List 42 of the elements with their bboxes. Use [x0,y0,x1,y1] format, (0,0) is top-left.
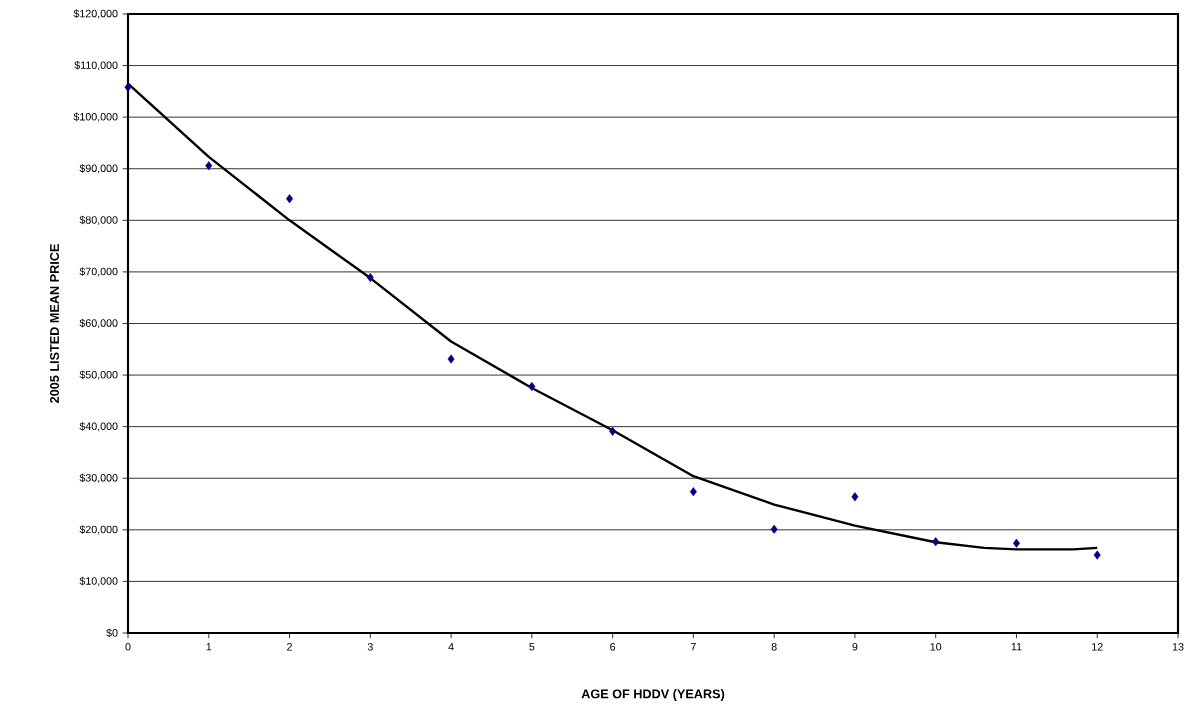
x-tick-label: 5 [529,643,535,651]
point [286,194,294,204]
x-tick-label: 2 [287,643,292,651]
point [205,161,213,171]
y-tick-label: $90,000 [79,164,118,174]
x-tick-label: 7 [690,643,696,651]
x-tick-label: 4 [448,643,454,651]
x-tick-label: 13 [1172,643,1184,651]
y-tick-label: $70,000 [79,267,118,277]
x-tick-label: 3 [367,643,373,651]
point [609,426,617,436]
point [1093,550,1101,560]
y-tick-label: $100,000 [73,112,118,122]
y-tick-label: $0 [106,628,118,638]
point [366,273,374,283]
y-tick-label: $40,000 [79,422,118,432]
point [689,487,697,497]
point [770,524,778,534]
x-tick-label: 6 [610,643,616,651]
point [447,354,455,364]
point [932,537,940,547]
y-tick-label: $20,000 [79,525,118,535]
y-tick-label: $30,000 [79,473,118,483]
x-tick-label: 1 [206,643,212,651]
x-tick-label: 11 [1011,643,1022,651]
x-tick-label: 9 [852,643,858,651]
point [1012,538,1020,548]
y-tick-label: $110,000 [74,60,118,71]
x-tick-label: 12 [1092,643,1103,651]
y-axis-title: 2005 LISTED MEAN PRICE [50,244,59,403]
y-tick-label: $80,000 [79,215,118,225]
x-tick-label: 8 [771,643,777,651]
point [124,82,132,92]
point [851,492,859,502]
y-tick-label: $120,000 [73,9,118,19]
y-tick-label: $60,000 [79,318,118,329]
x-tick-label: 10 [930,643,942,651]
x-axis-title: AGE OF HDDV (YEARS) [581,689,725,701]
x-tick-label: 0 [125,643,131,651]
y-tick-label: $50,000 [79,370,118,380]
point [528,381,536,391]
y-tick-label: $10,000 [79,576,118,587]
